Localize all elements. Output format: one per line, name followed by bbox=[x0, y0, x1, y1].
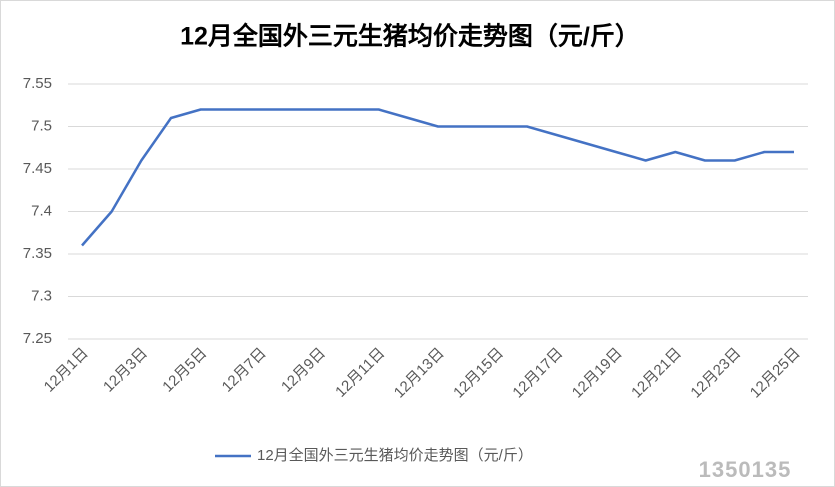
y-tick-label: 7.45 bbox=[23, 160, 52, 177]
y-tick-label: 7.3 bbox=[31, 287, 52, 304]
y-tick-label: 7.4 bbox=[31, 202, 52, 219]
watermark: 1350135 bbox=[699, 457, 792, 482]
y-tick-label: 7.25 bbox=[23, 330, 52, 347]
legend-label: 12月全国外三元生猪均价走势图（元/斤） bbox=[257, 446, 533, 464]
y-tick-label: 7.35 bbox=[23, 245, 52, 262]
chart-title: 12月全国外三元生猪均价走势图（元/斤） bbox=[180, 22, 640, 51]
series-line bbox=[81, 108, 794, 247]
y-tick-label: 7.5 bbox=[31, 117, 52, 134]
y-tick-label: 7.55 bbox=[23, 75, 52, 92]
